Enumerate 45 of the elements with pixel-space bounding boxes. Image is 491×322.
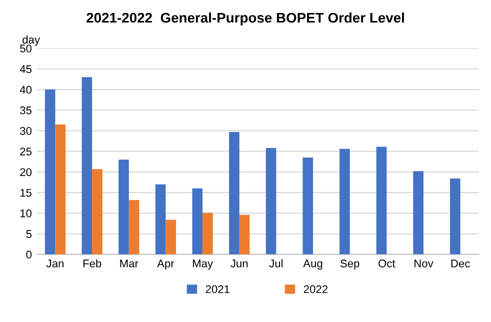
y-tick-label: 50 xyxy=(20,44,32,52)
bar xyxy=(376,146,387,254)
bar xyxy=(92,169,102,254)
bar xyxy=(340,148,350,254)
x-tick-label: Jun xyxy=(230,260,248,268)
y-tick-label: 35 xyxy=(20,106,32,114)
bar xyxy=(155,184,166,254)
y-tick-label: 10 xyxy=(20,209,32,218)
legend-label: 2022 xyxy=(304,285,328,294)
bar xyxy=(239,214,250,254)
legend-label: 2021 xyxy=(206,285,230,294)
x-tick-label: Nov xyxy=(414,260,434,268)
y-tick-label: 30 xyxy=(20,127,32,135)
bar xyxy=(44,90,56,254)
x-tick-label: Apr xyxy=(157,260,174,270)
x-tick-label: Feb xyxy=(83,259,102,268)
bar xyxy=(166,220,176,254)
bar xyxy=(202,212,213,254)
bar xyxy=(55,124,66,254)
bar xyxy=(266,148,276,254)
bar xyxy=(413,171,424,254)
y-tick-label: 15 xyxy=(20,188,32,197)
bar xyxy=(450,178,460,254)
y-tick-label: 5 xyxy=(26,230,32,238)
bar xyxy=(229,132,240,254)
x-tick-label: Oct xyxy=(378,260,396,268)
x-tick-label: Aug xyxy=(303,260,322,270)
bar xyxy=(302,158,314,254)
y-tick-label: 25 xyxy=(20,148,32,156)
bar xyxy=(128,200,140,254)
x-tick-label: Dec xyxy=(451,260,470,268)
bar xyxy=(192,188,203,254)
y-tick-label: 40 xyxy=(20,86,32,94)
y-tick-label: 0 xyxy=(26,250,32,259)
bar xyxy=(118,160,129,254)
x-tick-label: Jul xyxy=(269,259,283,268)
bar xyxy=(82,77,92,254)
y-tick-label: 20 xyxy=(20,168,32,176)
y-axis-title: day xyxy=(22,35,40,46)
x-tick-label: May xyxy=(192,260,214,270)
x-tick-label: Mar xyxy=(120,260,138,268)
x-tick-label: Sep xyxy=(340,260,360,270)
chart-title: 2021-2022 General-Purpose BOPET Order Level xyxy=(86,12,404,26)
y-tick-label: 45 xyxy=(20,65,32,74)
x-tick-label: Jan xyxy=(46,260,64,268)
